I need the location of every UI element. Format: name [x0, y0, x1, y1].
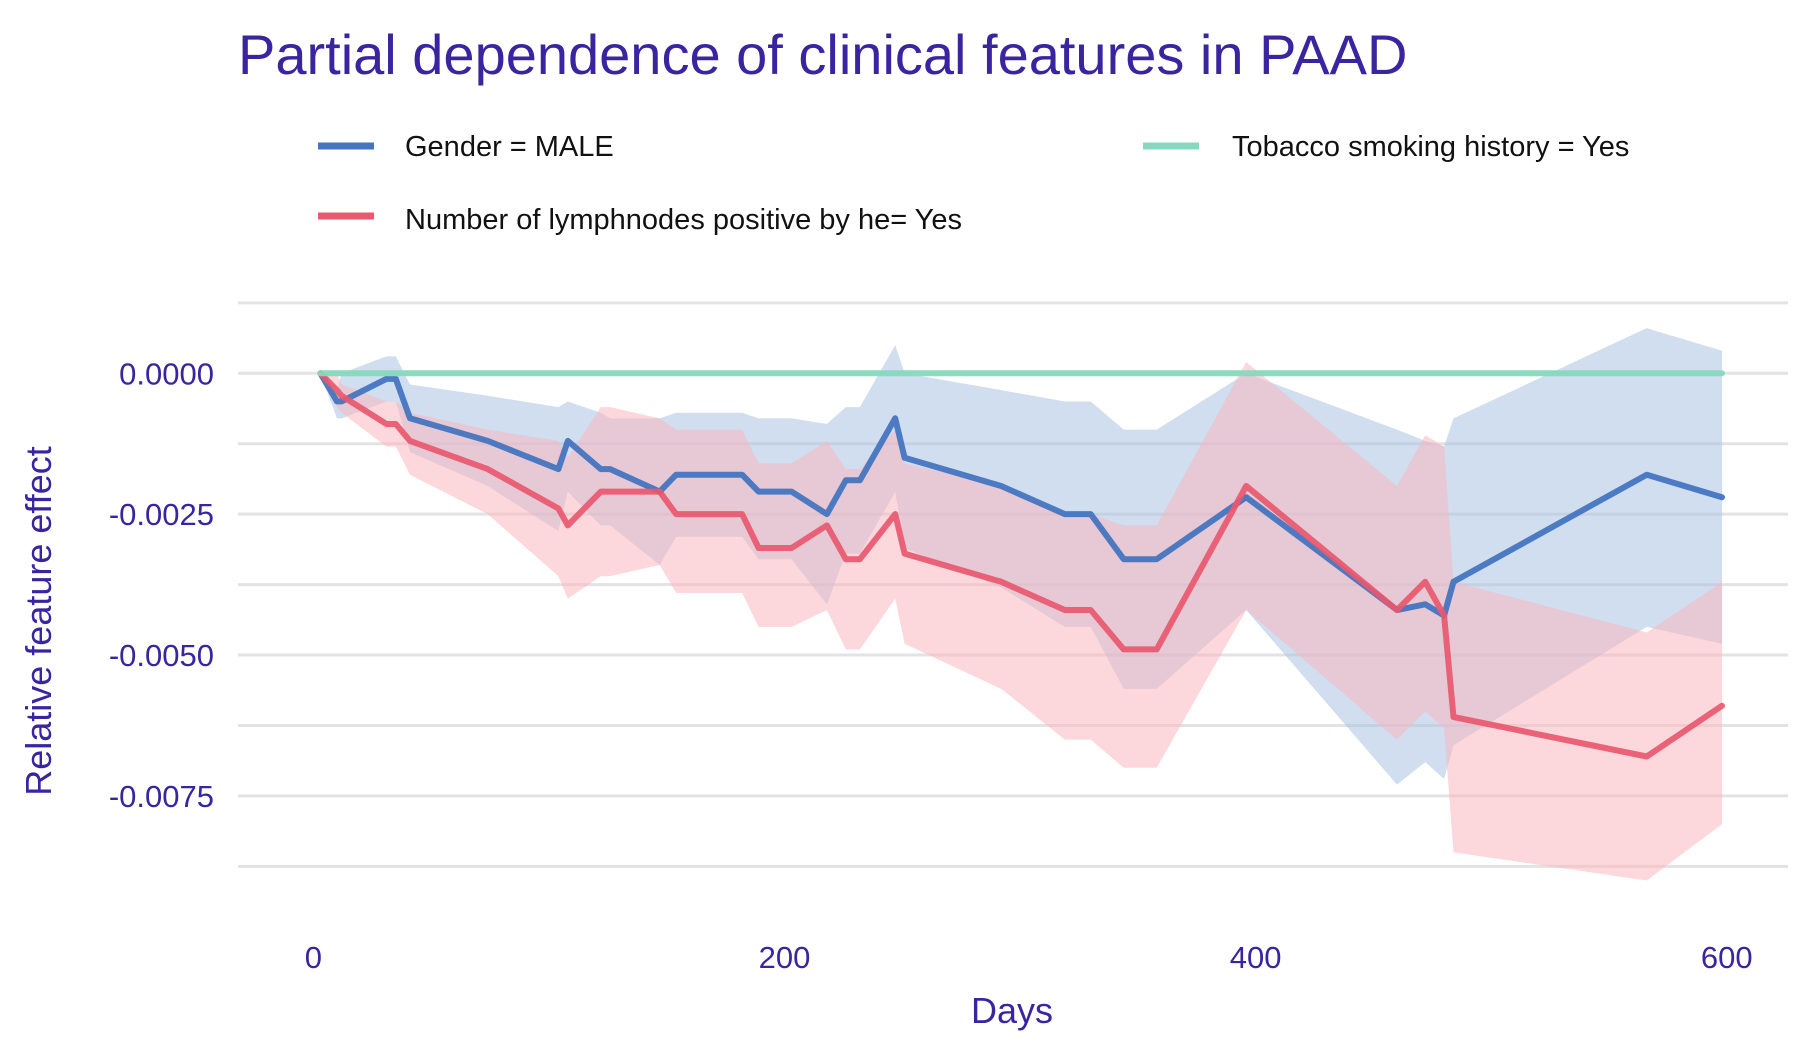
x-axis-ticks: 0 200 400 600	[305, 940, 1753, 975]
y-tick-label: -0.0025	[109, 497, 214, 532]
line-series-1	[317, 370, 1725, 760]
band-series-1	[320, 361, 1723, 881]
chart-title: Partial dependence of clinical features …	[238, 23, 1407, 86]
y-tick-label: 0.0000	[119, 356, 214, 391]
x-tick-label: 400	[1230, 940, 1282, 975]
x-tick-label: 200	[759, 940, 811, 975]
legend: Gender = MALE Number of lymphnodes posit…	[318, 131, 1629, 236]
legend-item-gender: Gender = MALE	[318, 131, 614, 163]
y-tick-label: -0.0075	[109, 779, 214, 814]
y-tick-label: -0.0050	[109, 638, 214, 673]
legend-item-tobacco: Tobacco smoking history = Yes	[1143, 131, 1629, 163]
x-axis-label: Days	[971, 990, 1053, 1031]
legend-label-lymphnodes: Number of lymphnodes positive by he= Yes	[405, 204, 962, 236]
x-tick-label: 0	[305, 940, 322, 975]
series-lines	[317, 370, 1725, 760]
x-tick-label: 600	[1701, 940, 1753, 975]
y-axis-ticks: 0.0000 -0.0025 -0.0050 -0.0075	[109, 356, 214, 814]
y-axis-label: Relative feature effect	[18, 446, 59, 796]
legend-item-lymphnodes: Number of lymphnodes positive by he= Yes	[318, 204, 962, 236]
legend-label-tobacco: Tobacco smoking history = Yes	[1232, 131, 1629, 163]
legend-label-gender: Gender = MALE	[405, 131, 614, 163]
confidence-bands	[320, 328, 1723, 881]
